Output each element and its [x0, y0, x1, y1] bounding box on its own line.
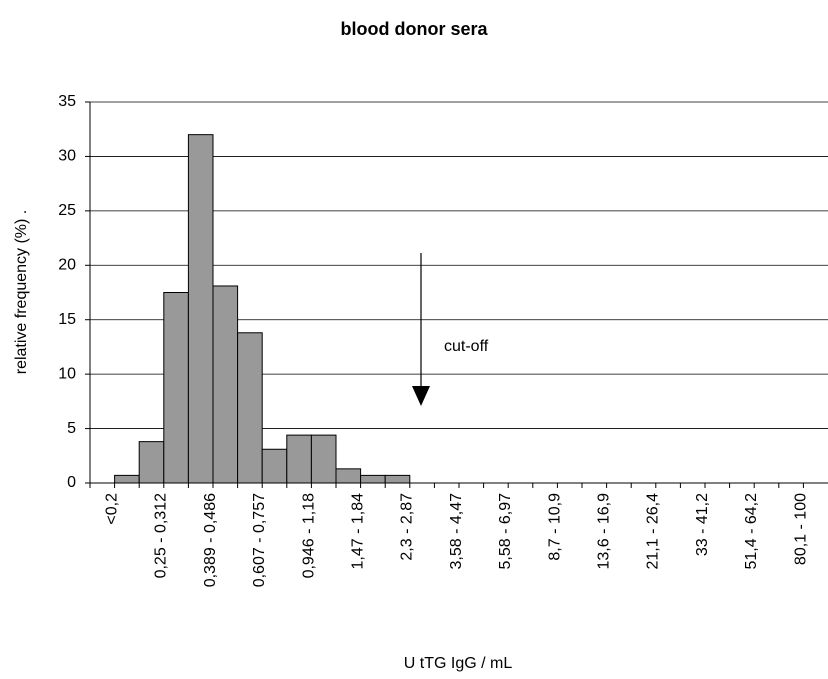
x-tick-label: 1,47 - 1,84	[350, 493, 367, 570]
bar	[360, 474, 386, 484]
x-tick-label: 0,25 - 0,312	[153, 493, 170, 579]
y-tick-label: 5	[67, 420, 76, 437]
y-axis-label: relative frequency (%) .	[13, 210, 30, 375]
x-tick-label: 13,6 - 16,9	[596, 493, 613, 570]
annotation: cut-off	[444, 338, 489, 355]
y-tick-label: 0	[67, 474, 76, 491]
x-tick-label: 8,7 - 10,9	[546, 493, 563, 561]
bar	[114, 474, 140, 484]
bar	[212, 285, 239, 484]
bar	[163, 292, 189, 484]
x-tick-label: 80,1 - 100	[792, 493, 809, 565]
x-tick-label: 0,946 - 1,18	[300, 493, 317, 579]
y-tick-label: 20	[58, 257, 76, 274]
x-tick-label: 3,58 - 4,47	[448, 493, 465, 570]
bar	[261, 448, 288, 484]
bar	[237, 332, 263, 484]
y-tick-label: 30	[58, 148, 76, 165]
x-tick-label: 5,58 - 6,97	[497, 493, 514, 570]
bar	[384, 474, 411, 484]
y-tick-label: 15	[58, 311, 76, 328]
x-axis-label: U tTG IgG / mL	[404, 655, 513, 672]
x-tick-label: 0,389 - 0,486	[202, 493, 219, 587]
y-tick-label: 25	[58, 202, 76, 219]
bar	[138, 441, 165, 484]
x-tick-label: 2,3 - 2,87	[399, 493, 416, 561]
bar	[187, 134, 214, 484]
y-tick-label: 35	[58, 93, 76, 110]
bar	[310, 434, 337, 484]
x-tick-label: 21,1 - 26,4	[645, 493, 662, 570]
y-tick-label: 10	[58, 365, 76, 382]
chart-title: blood donor sera	[340, 19, 488, 39]
x-tick-label: <0,2	[104, 493, 121, 525]
x-tick-label: 33 - 41,2	[694, 493, 711, 556]
bar	[335, 468, 362, 484]
x-tick-label: 51,4 - 64,2	[743, 493, 760, 570]
x-tick-label: 0,607 - 0,757	[251, 493, 268, 587]
cut-off-arrowhead	[412, 386, 430, 406]
bar	[286, 434, 312, 484]
